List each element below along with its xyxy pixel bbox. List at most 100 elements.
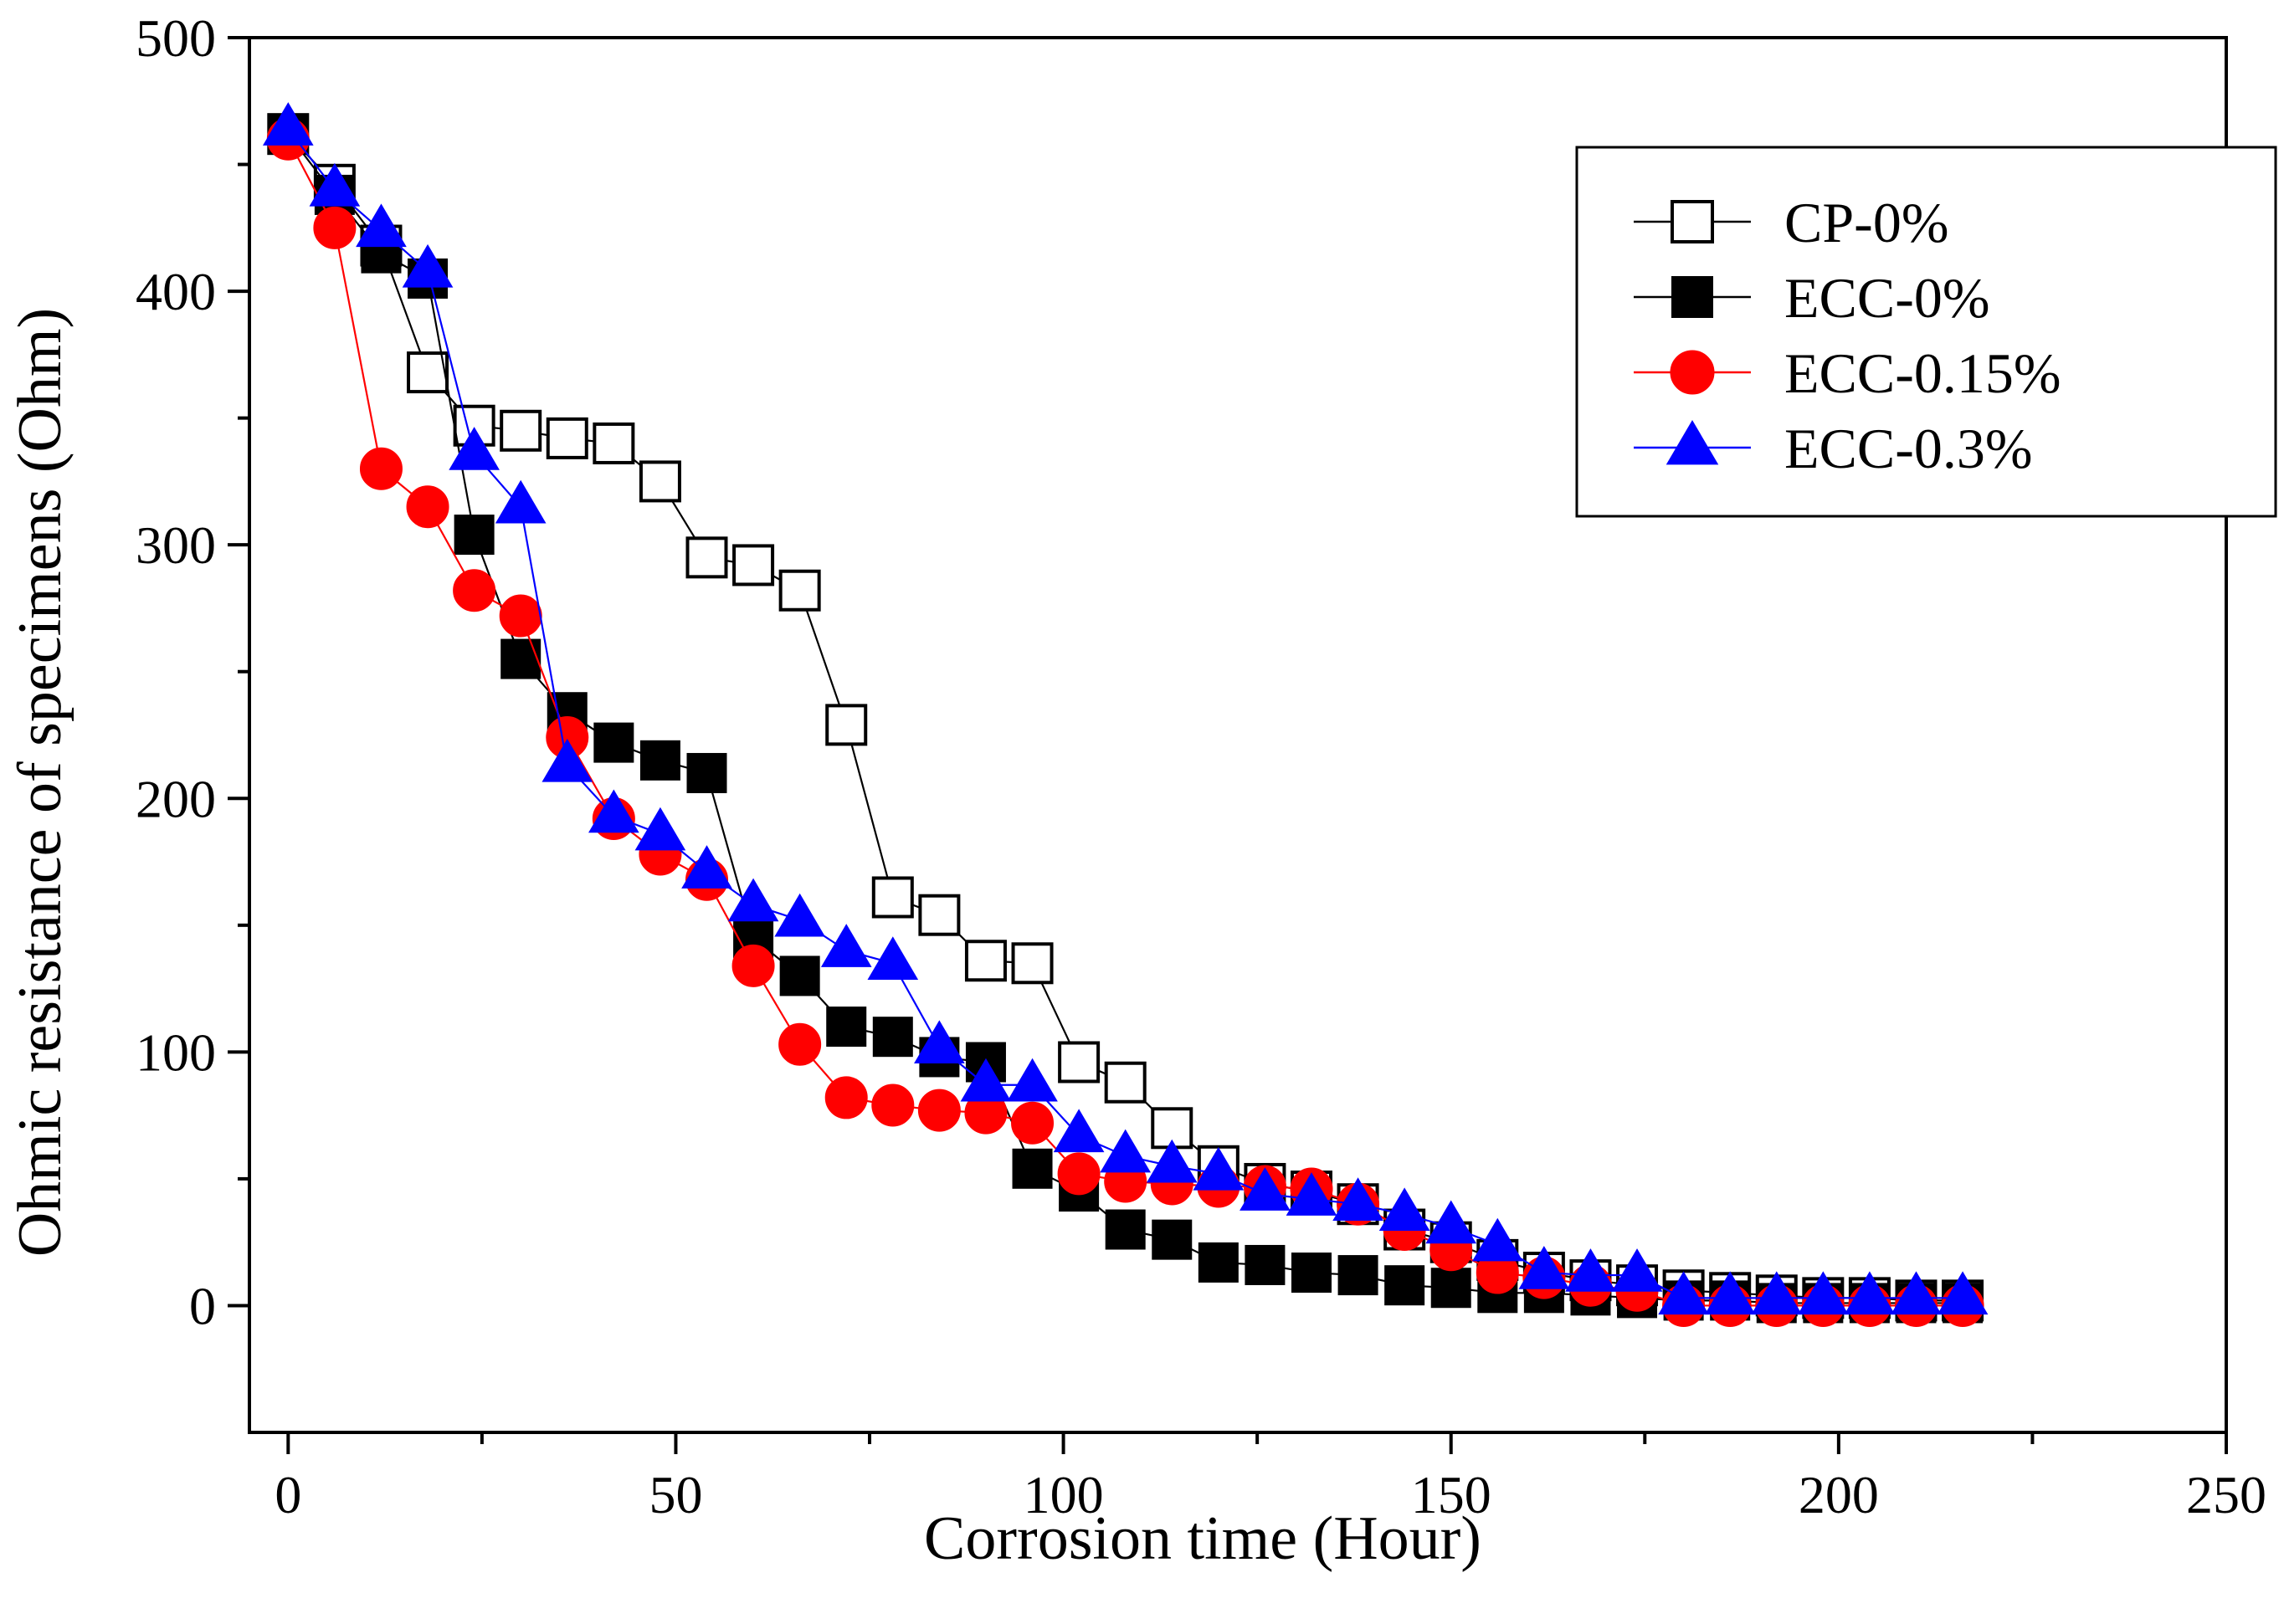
data-point [1058, 1041, 1101, 1084]
data-point [778, 569, 821, 612]
y-tick-label: 500 [136, 8, 216, 68]
x-tick-label: 250 [2186, 1465, 2266, 1524]
data-point [639, 460, 681, 503]
data-point [727, 878, 779, 922]
data-point [406, 485, 449, 529]
y-tick-label: 400 [136, 262, 216, 321]
data-point [449, 427, 500, 470]
data-point [867, 936, 919, 981]
data-point [1844, 1271, 1896, 1315]
data-point [1704, 1271, 1756, 1315]
data-point [454, 515, 495, 556]
data-point [546, 417, 588, 459]
data-point [1104, 1061, 1147, 1104]
plot-area-frame [248, 36, 2228, 1434]
legend-label: ECC-0% [1784, 266, 1990, 330]
data-point [779, 955, 820, 996]
legend-label: CP-0% [1784, 191, 1948, 254]
x-tick-label: 100 [1024, 1465, 1104, 1524]
data-point [1105, 1209, 1146, 1250]
data-point [1337, 1255, 1378, 1296]
legend-marker [1671, 276, 1713, 318]
data-point [402, 243, 454, 288]
data-point [774, 893, 825, 937]
data-point [495, 479, 547, 524]
data-point [1240, 1167, 1291, 1211]
y-tick-label: 100 [136, 1022, 216, 1082]
data-point [639, 740, 680, 781]
data-point [541, 738, 593, 782]
data-point [453, 569, 496, 612]
legend-marker [1666, 420, 1719, 465]
data-point [1611, 1248, 1663, 1292]
data-point [1012, 1148, 1053, 1189]
data-point [588, 789, 639, 833]
data-point [1152, 1219, 1193, 1260]
data-point [500, 638, 541, 679]
data-point [1245, 1244, 1286, 1285]
data-point [634, 807, 686, 851]
legend-label: ECC-0.15% [1784, 341, 2061, 405]
x-tick-label: 0 [275, 1465, 301, 1524]
data-point [964, 940, 1007, 982]
data-point [1053, 1109, 1105, 1153]
data-point [825, 704, 868, 746]
data-point [1011, 1101, 1055, 1145]
data-point [1471, 1217, 1523, 1262]
legend-label: ECC-0.3% [1784, 417, 2033, 480]
data-point [1378, 1187, 1430, 1232]
data-point [872, 1017, 913, 1058]
data-point [309, 162, 361, 207]
data-point [593, 722, 634, 763]
x-tick-label: 200 [1799, 1465, 1879, 1524]
data-point [500, 409, 542, 452]
x-tick-label: 50 [649, 1465, 702, 1524]
data-point [356, 203, 407, 248]
data-point [681, 845, 732, 889]
data-point [686, 752, 727, 793]
x-tick-label: 150 [1411, 1465, 1491, 1524]
data-point [499, 594, 542, 638]
data-point [820, 924, 872, 967]
data-point [918, 894, 961, 936]
data-point [1891, 1271, 1942, 1315]
data-point [1011, 942, 1054, 985]
data-point [593, 422, 635, 464]
data-point [871, 876, 914, 919]
data-point [1057, 1152, 1101, 1196]
data-point [1937, 1271, 1989, 1315]
data-point [1430, 1268, 1471, 1309]
data-point [914, 1020, 965, 1064]
data-point [960, 1058, 1012, 1102]
data-point [1146, 1139, 1198, 1183]
data-point [1332, 1177, 1383, 1221]
y-tick-label: 300 [136, 515, 216, 575]
data-point [1565, 1248, 1616, 1292]
data-point [1193, 1146, 1245, 1191]
series-ECC-0.3% [262, 102, 1989, 1315]
data-point [1291, 1253, 1332, 1294]
legend-marker [1670, 350, 1715, 395]
y-axis-title: Ohmic resistance of specimens (Ohm) [6, 308, 74, 1257]
data-point [313, 206, 357, 249]
data-point [732, 544, 775, 587]
data-point [1286, 1172, 1337, 1216]
data-point [824, 1076, 868, 1119]
data-point [917, 1089, 961, 1132]
data-point [1198, 1242, 1239, 1283]
legend: CP-0% ECC-0% ECC-0.15% ECC-0.3% [1575, 146, 2277, 518]
data-point [1751, 1271, 1803, 1315]
data-point [1518, 1246, 1570, 1289]
data-point [1384, 1265, 1425, 1306]
data-point [1100, 1129, 1152, 1173]
data-point [685, 536, 728, 579]
data-point [826, 1007, 867, 1048]
data-point [871, 1084, 915, 1127]
data-point [1798, 1271, 1849, 1315]
data-point [407, 351, 449, 394]
data-point [359, 447, 403, 490]
data-point [1425, 1200, 1477, 1244]
data-point [731, 944, 775, 987]
legend-marker [1671, 200, 1714, 243]
